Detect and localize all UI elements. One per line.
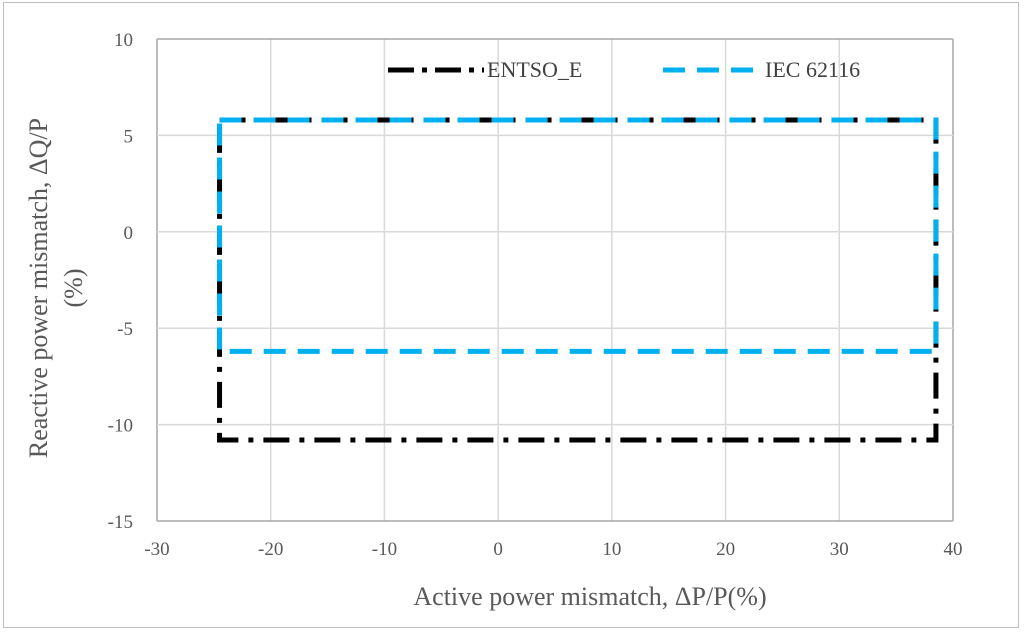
y-tick-label: -5 xyxy=(117,319,133,340)
x-tick-label: 30 xyxy=(830,539,849,560)
y-tick-label: 10 xyxy=(114,30,133,51)
series-line-entso-e xyxy=(217,117,939,443)
x-tick-label: -20 xyxy=(258,539,283,560)
x-tick-label: 40 xyxy=(944,539,963,560)
y-tick-label: 0 xyxy=(124,223,134,244)
x-tick-label: 10 xyxy=(602,539,621,560)
x-axis-title: Active power mismatch, ΔP/P(%) xyxy=(413,582,766,611)
series-line-iec-62116 xyxy=(217,117,939,354)
x-tick-label: 20 xyxy=(716,539,735,560)
legend-label-entso-e: ENTSO_E xyxy=(487,57,582,82)
x-tick-label: -30 xyxy=(144,539,169,560)
y-tick-label: -15 xyxy=(108,512,133,533)
legend: ENTSO_E IEC 62116 xyxy=(388,57,860,82)
y-tick-label: -10 xyxy=(108,416,133,437)
grid xyxy=(156,38,954,522)
tick-labels: -30 -20 -10 0 10 20 30 40 -15 -10 -5 0 5 10 xyxy=(108,30,963,560)
series-layer xyxy=(217,117,939,443)
y-axis-title-line1: Reactive power mismatch, ΔQ/P xyxy=(24,118,53,458)
x-tick-label: -10 xyxy=(372,539,397,560)
x-tick-label: 0 xyxy=(493,539,503,560)
legend-label-iec-62116: IEC 62116 xyxy=(765,57,860,82)
chart-frame xyxy=(3,2,1019,628)
y-axis-title-line2: (%) xyxy=(59,269,88,308)
y-tick-label: 5 xyxy=(124,126,134,147)
